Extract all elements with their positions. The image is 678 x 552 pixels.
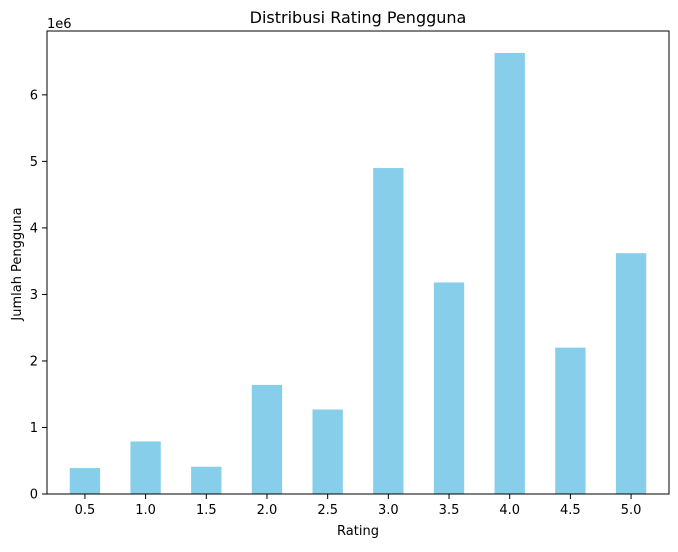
y-tick-label-3: 3 [30, 288, 38, 303]
bar-5.0 [615, 253, 647, 494]
y-tick-label-2: 2 [30, 354, 38, 369]
x-tick-label-1.0: 1.0 [135, 503, 156, 518]
x-tick-label-1.5: 1.5 [196, 503, 217, 518]
bar-1.5 [191, 466, 222, 494]
x-tick-label-3.0: 3.0 [378, 503, 399, 518]
y-scale-label: 1e6 [47, 17, 72, 32]
bars-group [69, 52, 647, 495]
y-tick-label-1: 1 [30, 421, 38, 436]
ticks-group: 0.5 1.0 1.5 2.0 2.5 3.0 3.5 4.0 4.5 5.0 0 1 2 3 4 5 6 [30, 88, 642, 518]
x-axis-label: Rating [337, 524, 379, 539]
bar-3.5 [433, 282, 465, 494]
chart-title: Distribusi Rating Pengguna [250, 8, 467, 27]
y-tick-label-5: 5 [30, 155, 38, 170]
x-tick-label-0.5: 0.5 [75, 503, 96, 518]
x-tick-label-3.5: 3.5 [439, 503, 460, 518]
y-tick-label-0: 0 [30, 488, 38, 503]
x-tick-label-2.0: 2.0 [257, 503, 278, 518]
y-tick-label-6: 6 [30, 88, 38, 103]
bar-1.0 [130, 441, 161, 494]
x-tick-label-5.0: 5.0 [621, 503, 642, 518]
bar-4.5 [555, 347, 586, 494]
bar-4.0 [494, 52, 525, 494]
bar-2.5 [312, 409, 343, 494]
x-tick-label-4.0: 4.0 [499, 503, 520, 518]
x-tick-label-4.5: 4.5 [560, 503, 581, 518]
bar-2.0 [251, 384, 283, 494]
bar-0.5 [69, 468, 101, 494]
plot-frame [46, 30, 670, 495]
y-axis-label: Jumlah Pengguna [10, 207, 25, 321]
y-tick-label-4: 4 [30, 221, 38, 236]
x-tick-label-2.5: 2.5 [317, 503, 338, 518]
bar-3.0 [373, 168, 404, 495]
